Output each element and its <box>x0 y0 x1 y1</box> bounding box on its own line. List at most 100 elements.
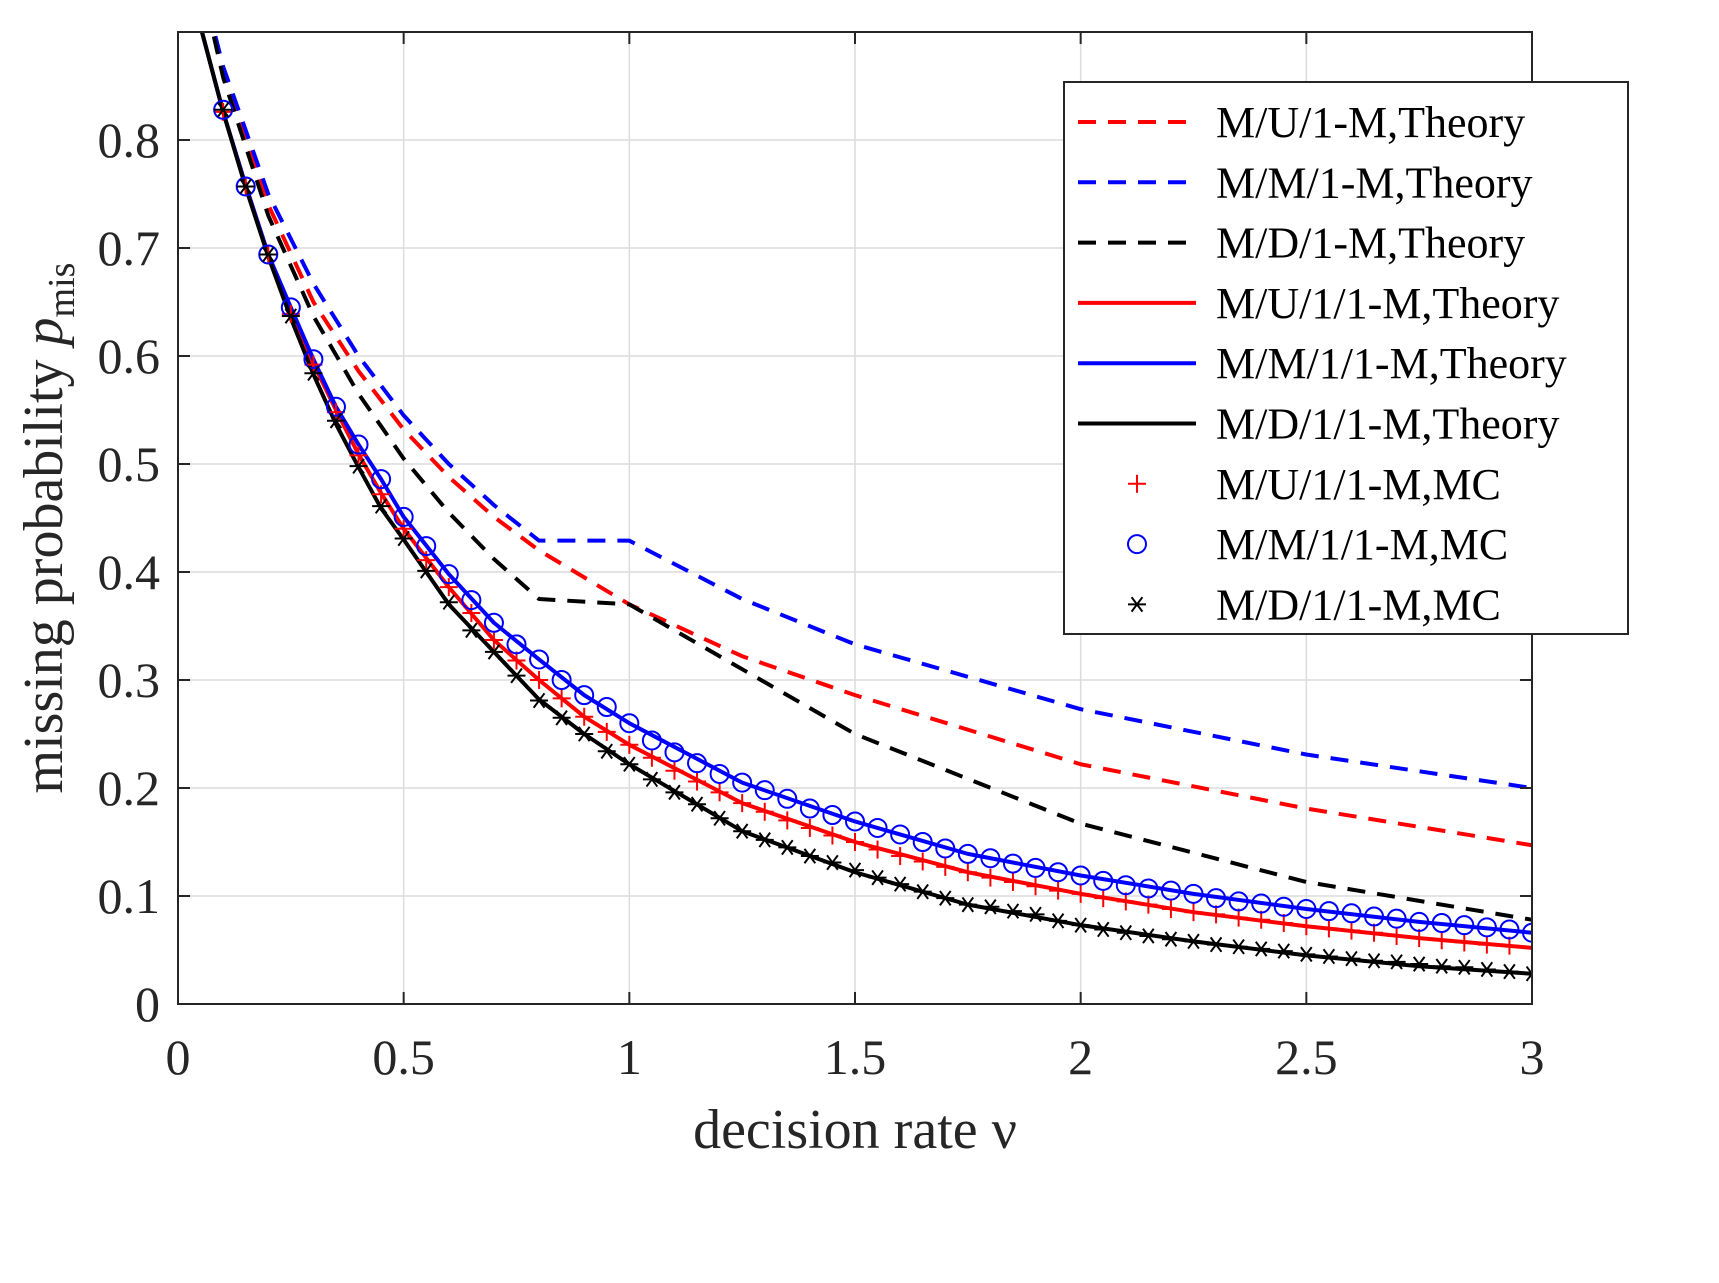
data-point-m-m-1-1-m-mc <box>1251 893 1272 914</box>
data-point-m-u-1-1-m-mc <box>1003 872 1022 891</box>
data-point-m-m-1-1-m-mc <box>1386 908 1407 929</box>
data-point-m-m-1-1-m-mc <box>325 396 346 417</box>
data-point-m-m-1-1-m-mc <box>529 649 550 670</box>
data-point-m-d-1-1-m-mc <box>1094 921 1113 938</box>
legend-marker <box>1128 596 1146 613</box>
data-point-m-d-1-1-m-mc <box>1387 954 1406 970</box>
data-point-m-d-1-1-m-mc <box>1500 963 1519 980</box>
data-point-m-d-1-1-m-mc <box>620 756 639 773</box>
data-point-m-u-1-1-m-mc <box>642 748 661 767</box>
data-point-m-u-1-1-m-mc <box>1094 889 1113 908</box>
data-point-m-u-1-1-m-mc <box>1297 917 1316 936</box>
data-point-m-m-1-1-m-mc <box>461 590 482 611</box>
legend-box <box>1063 81 1629 635</box>
data-point-m-m-1-1-m-mc <box>890 824 911 845</box>
data-point-m-d-1-1-m-mc <box>710 810 729 827</box>
data-point-m-m-1-1-m-mc <box>393 506 414 527</box>
legend-item-m-u-1-m-theory: M/U/1-M,Theory <box>1078 98 1525 147</box>
data-point-m-u-1-1-m-mc <box>868 840 887 859</box>
data-point-m-u-1-1-m-mc <box>349 446 368 465</box>
data-point-m-m-1-1-m-mc <box>935 838 956 859</box>
data-point-m-m-1-1-m-mc <box>1070 865 1091 886</box>
legend-label: M/M/1-M,Theory <box>1216 158 1533 207</box>
data-point-m-d-1-1-m-mc <box>349 458 368 474</box>
data-point-m-d-1-1-m-mc <box>1477 961 1496 978</box>
data-point-m-m-1-1-m-mc <box>371 469 392 490</box>
data-point-m-m-1-1-m-mc <box>1296 898 1317 919</box>
data-point-m-m-1-1-m-mc <box>732 772 753 793</box>
data-point-m-d-1-1-m-mc <box>981 898 1000 915</box>
legend-item-m-m-1-1-m-theory: M/M/1/1-M,Theory <box>1078 339 1567 388</box>
legend-item-m-m-1-1-m-mc: M/M/1/1-M,MC <box>1127 520 1508 569</box>
y-tick-label: 0.5 <box>98 436 161 492</box>
data-point-m-m-1-1-m-mc <box>303 349 324 370</box>
data-point-m-m-1-1-m-mc <box>912 832 933 852</box>
data-point-m-m-1-1-m-mc <box>1093 870 1114 891</box>
data-point-m-d-1-1-m-mc <box>936 890 955 906</box>
data-point-m-d-1-1-m-mc <box>778 839 797 856</box>
y-tick-label: 0 <box>135 976 160 1032</box>
data-point-m-d-1-1-m-mc <box>281 308 300 324</box>
data-point-m-d-1-1-m-mc <box>642 771 661 788</box>
data-point-m-d-1-1-m-mc <box>755 832 774 848</box>
data-point-m-u-1-1-m-mc <box>1342 921 1361 940</box>
y-tick-label: 0.8 <box>98 112 161 168</box>
legend-label: M/D/1/1-M,MC <box>1216 580 1501 629</box>
data-point-m-u-1-1-m-mc <box>778 811 797 830</box>
data-point-m-u-1-1-m-mc <box>620 735 639 754</box>
data-point-m-u-1-1-m-mc <box>1049 881 1068 900</box>
y-tick-label: 0.1 <box>98 868 161 924</box>
data-point-m-d-1-1-m-mc <box>597 743 616 760</box>
data-point-m-u-1-1-m-mc <box>1274 914 1293 932</box>
data-point-m-u-1-1-m-mc <box>1455 933 1474 952</box>
data-point-m-d-1-1-m-mc <box>1252 941 1271 957</box>
data-point-m-d-1-1-m-mc <box>1184 933 1203 950</box>
legend-item-m-m-1-m-theory: M/M/1-M,Theory <box>1078 158 1533 207</box>
data-point-m-d-1-1-m-mc <box>1410 956 1429 972</box>
data-point-m-m-1-1-m-mc <box>506 634 527 655</box>
data-point-m-m-1-1-m-mc <box>777 788 798 809</box>
data-point-m-u-1-1-m-mc <box>507 651 526 670</box>
data-point-m-d-1-1-m-mc <box>439 594 458 611</box>
legend-label: M/U/1/1-M,Theory <box>1216 279 1559 328</box>
data-point-m-m-1-1-m-mc <box>551 670 572 690</box>
data-point-m-u-1-1-m-mc <box>823 826 842 845</box>
data-point-m-m-1-1-m-mc <box>1115 875 1136 896</box>
data-point-m-u-1-1-m-mc <box>710 783 729 802</box>
data-point-m-d-1-1-m-mc <box>1455 959 1474 976</box>
data-point-m-d-1-1-m-mc <box>1139 928 1158 944</box>
x-tick-label: 1.5 <box>824 1029 887 1085</box>
legend-marker <box>1127 534 1147 555</box>
legend: M/U/1-M,Theory M/M/1-M,Theory M/D/1-M,Theo… <box>1063 81 1629 635</box>
y-axis-label-text: missing probability <box>13 345 75 793</box>
data-point-m-d-1-1-m-mc <box>823 854 842 871</box>
data-point-m-u-1-1-m-mc <box>891 847 910 866</box>
data-point-m-u-1-1-m-mc <box>1523 938 1532 957</box>
y-tick-label: 0.7 <box>98 220 161 276</box>
legend-item-m-u-1-1-m-theory: M/U/1/1-M,Theory <box>1078 279 1559 328</box>
data-point-m-m-1-1-m-mc <box>957 843 978 864</box>
x-tick-label: 3 <box>1520 1029 1545 1085</box>
data-point-m-d-1-1-m-mc <box>417 563 436 579</box>
data-point-m-d-1-1-m-mc <box>665 784 684 801</box>
data-point-m-m-1-1-m-mc <box>1228 891 1249 912</box>
data-point-m-d-1-1-m-mc <box>1523 965 1532 982</box>
data-point-m-u-1-1-m-mc <box>958 863 977 882</box>
data-point-m-m-1-1-m-mc <box>483 612 504 633</box>
legend-item-m-d-1-m-theory: M/D/1-M,Theory <box>1078 219 1525 268</box>
series-layer <box>199 32 1532 982</box>
data-point-m-u-1-1-m-mc <box>1387 926 1406 945</box>
data-point-m-d-1-1-m-mc <box>688 796 707 813</box>
data-point-m-u-1-1-m-mc <box>936 857 955 876</box>
data-point-m-u-1-1-m-mc <box>733 794 752 813</box>
data-point-m-u-1-1-m-mc <box>1432 931 1451 950</box>
data-point-m-m-1-1-m-mc <box>1431 913 1452 933</box>
data-point-m-m-1-1-m-mc <box>1522 922 1532 943</box>
y-tick-label: 0.3 <box>98 652 161 708</box>
data-point-m-m-1-1-m-mc <box>438 564 459 585</box>
data-point-m-d-1-1-m-mc <box>236 178 255 195</box>
data-point-m-d-1-1-m-mc <box>1049 913 1068 929</box>
data-point-m-u-1-1-m-mc <box>1500 936 1519 955</box>
data-point-m-u-1-1-m-mc <box>575 707 594 726</box>
legend-label: M/D/1/1-M,Theory <box>1216 400 1559 449</box>
